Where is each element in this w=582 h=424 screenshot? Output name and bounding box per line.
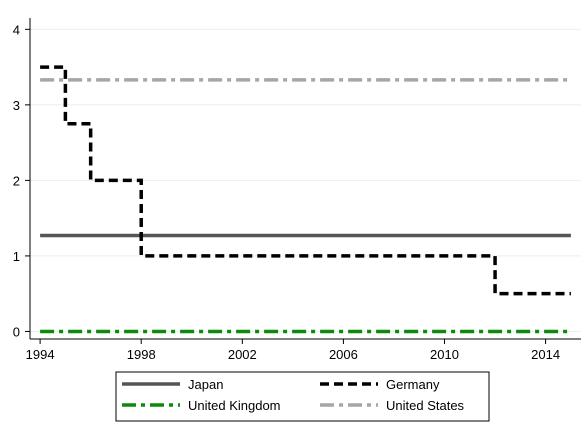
series-line-germany	[40, 65, 571, 296]
x-tick-label-1: 1998	[127, 347, 156, 362]
x-tick-label-5: 2014	[531, 347, 560, 362]
axes	[29, 18, 581, 340]
x-tick-label-3: 2006	[329, 347, 358, 362]
y-ticks: 0 1 2 3 4	[13, 22, 30, 339]
legend-box	[115, 371, 490, 422]
series-lines	[40, 65, 571, 334]
legend-label-japan: Japan	[188, 377, 223, 392]
y-tick-label-4: 4	[13, 22, 20, 37]
y-tick-label-0: 0	[13, 324, 20, 339]
legend-label-germany: Germany	[386, 377, 440, 392]
y-tick-label-3: 3	[13, 98, 20, 113]
y-tick-label-1: 1	[13, 249, 20, 264]
legend-label-united-kingdom: United Kingdom	[188, 398, 281, 413]
x-tick-label-0: 1994	[26, 347, 55, 362]
legend: Japan Germany United Kingdom United States	[115, 371, 490, 422]
x-ticks: 1994 1998 2002 2006 2010 2014	[26, 339, 560, 362]
y-tick-label-2: 2	[13, 173, 20, 188]
x-tick-label-2: 2002	[228, 347, 257, 362]
legend-label-united-states: United States	[386, 398, 465, 413]
x-tick-label-4: 2010	[430, 347, 459, 362]
